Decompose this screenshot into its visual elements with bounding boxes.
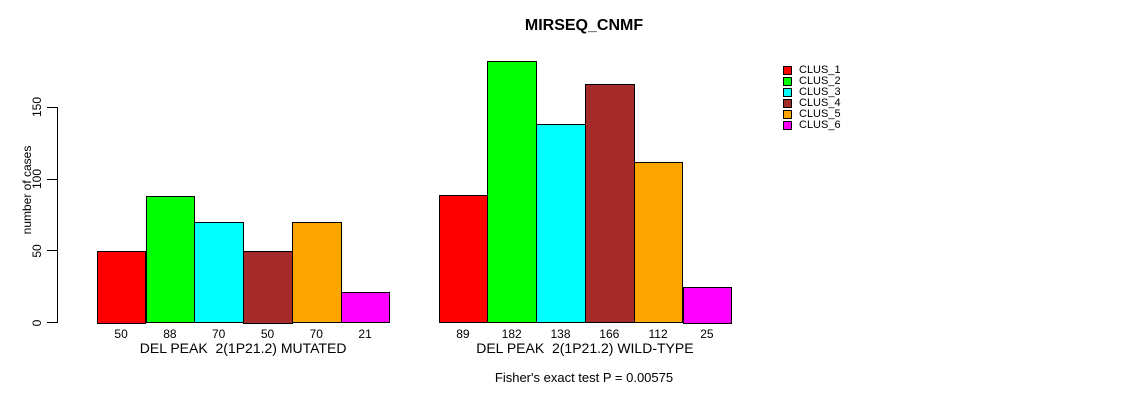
annotation-text: Fisher's exact test P = 0.00575	[494, 370, 674, 385]
bar-value-label: 112	[648, 327, 668, 341]
y-axis-tick-label: 100	[30, 168, 44, 190]
bar	[291, 222, 342, 324]
y-axis-tick	[47, 250, 57, 252]
legend-label: CLUS_3	[799, 86, 841, 98]
bar-value-label: 88	[163, 327, 177, 341]
legend-swatch	[783, 88, 792, 97]
legend-swatch	[783, 66, 792, 75]
bar	[194, 222, 245, 324]
legend-item: CLUS_5	[783, 109, 841, 120]
y-axis-tick-label: 150	[30, 97, 44, 118]
legend-swatch	[783, 99, 792, 108]
y-axis-line	[57, 107, 58, 323]
legend: CLUS_1 CLUS_2 CLUS_3 CLUS_4 CLUS_5 CLUS_6	[783, 65, 841, 131]
bar	[633, 161, 684, 324]
bar-value-label: 89	[456, 327, 470, 341]
y-axis-label: number of cases	[20, 145, 34, 235]
y-axis-tick-label: 0	[30, 319, 44, 326]
y-axis-tick	[47, 322, 57, 323]
bar-value-label: 166	[599, 327, 620, 341]
legend-item: CLUS_1	[783, 65, 841, 76]
bar	[682, 286, 733, 324]
bar	[243, 250, 293, 324]
y-axis-tick-label: 50	[30, 244, 44, 258]
bar-value-label: 70	[212, 327, 226, 341]
y-axis-tick	[47, 106, 57, 108]
bar	[438, 194, 489, 324]
chart-title: MIRSEQ_CNMF	[524, 17, 644, 34]
legend-label: CLUS_5	[799, 108, 841, 120]
legend-item: CLUS_4	[783, 98, 841, 109]
legend-swatch	[783, 77, 792, 86]
legend-label: CLUS_1	[799, 64, 841, 76]
legend-swatch	[783, 121, 792, 130]
bar	[584, 84, 635, 324]
legend-label: CLUS_2	[799, 75, 841, 87]
bar	[536, 124, 586, 324]
legend-item: CLUS_2	[783, 76, 841, 87]
bar-value-label: 21	[358, 327, 372, 341]
legend-item: CLUS_6	[783, 120, 841, 131]
bar	[96, 250, 147, 324]
legend-label: CLUS_6	[799, 119, 841, 131]
legend-item: CLUS_3	[783, 87, 841, 98]
bar	[487, 61, 538, 324]
group-label: DEL PEAK 2(1P21.2) MUTATED	[139, 340, 347, 356]
bar-value-label: 138	[550, 327, 571, 341]
legend-swatch	[783, 110, 792, 119]
bar	[340, 292, 391, 324]
bar-value-label: 50	[114, 327, 128, 341]
bar-value-label: 25	[700, 327, 714, 341]
group-label: DEL PEAK 2(1P21.2) WILD-TYPE	[476, 340, 694, 356]
bar-value-label: 50	[260, 327, 275, 341]
bar	[145, 196, 196, 324]
bar-value-label: 70	[309, 327, 323, 341]
y-axis-tick	[47, 178, 57, 180]
legend-label: CLUS_4	[799, 97, 841, 109]
bar-value-label: 182	[501, 327, 522, 341]
